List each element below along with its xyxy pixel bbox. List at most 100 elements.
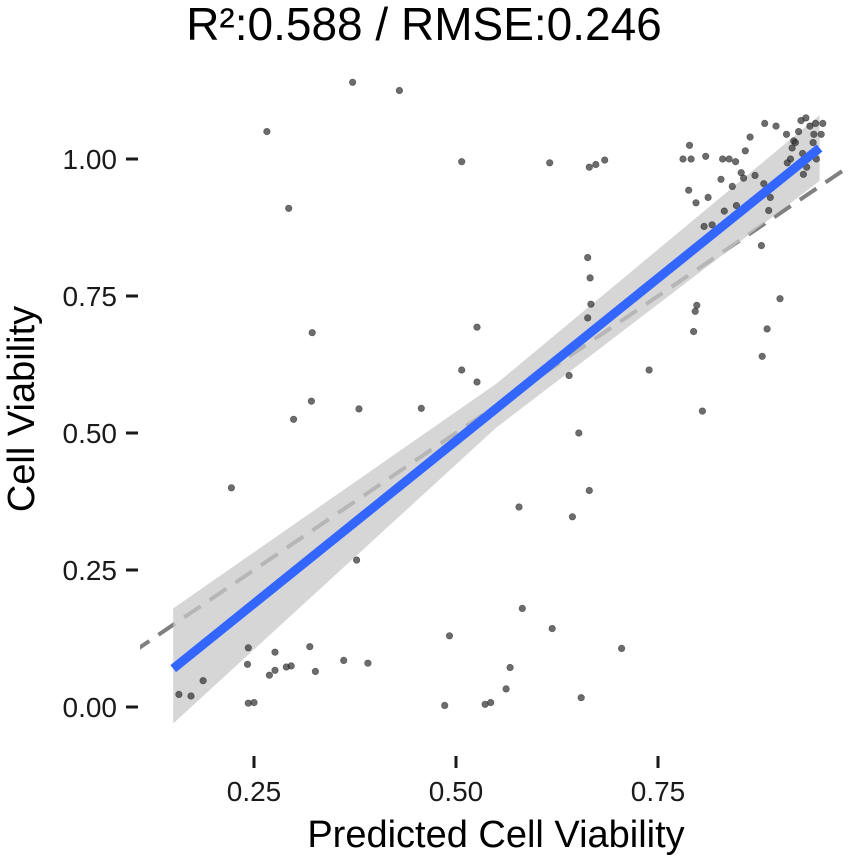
data-point — [720, 207, 728, 215]
data-point — [776, 295, 784, 303]
data-point — [819, 119, 827, 127]
data-point — [802, 114, 810, 122]
data-point — [271, 648, 279, 656]
data-point — [187, 692, 195, 700]
data-point — [810, 130, 818, 138]
data-point — [760, 180, 768, 188]
data-point — [243, 660, 252, 668]
x-axis: 0.25 0.50 0.75 — [227, 756, 685, 807]
data-point — [741, 147, 749, 155]
data-point — [732, 202, 741, 210]
data-point — [692, 199, 700, 207]
data-point — [799, 170, 808, 178]
data-point — [250, 698, 258, 707]
data-point — [794, 128, 803, 136]
data-point — [473, 378, 481, 386]
plot-area — [140, 78, 848, 724]
data-point — [811, 119, 820, 127]
data-point — [585, 163, 593, 171]
data-point — [746, 133, 754, 141]
data-point — [758, 352, 766, 360]
data-point — [585, 486, 593, 495]
data-point — [441, 701, 449, 710]
data-point — [592, 160, 600, 169]
data-point — [244, 644, 252, 652]
data-point — [601, 156, 609, 164]
y-axis: 0.00 0.25 0.50 0.75 1.00 — [63, 144, 138, 723]
data-point — [575, 429, 583, 437]
data-point — [772, 122, 780, 130]
data-point — [364, 659, 372, 667]
data-point — [515, 503, 523, 511]
chart-title: R²:0.588 / RMSE:0.246 — [186, 0, 662, 50]
data-point — [806, 122, 814, 130]
data-point — [546, 159, 554, 167]
data-point — [691, 307, 699, 315]
data-point — [700, 222, 708, 230]
data-point — [708, 221, 716, 229]
y-tick-label: 0.25 — [63, 555, 118, 586]
data-point — [355, 405, 363, 413]
data-point — [227, 484, 235, 492]
data-point — [577, 694, 585, 702]
data-point — [689, 328, 698, 336]
data-point — [587, 300, 595, 308]
x-tick-label: 0.25 — [227, 776, 282, 807]
data-point — [731, 158, 740, 166]
data-point — [809, 139, 817, 147]
confidence-band — [173, 115, 820, 724]
data-point — [766, 193, 774, 201]
data-point — [340, 656, 348, 665]
data-point — [565, 371, 573, 380]
data-point — [502, 685, 510, 693]
data-point — [308, 329, 316, 337]
regression-line — [170, 144, 823, 673]
x-axis-title: Predicted Cell Viability — [307, 814, 684, 856]
data-point — [568, 513, 577, 521]
data-point — [265, 671, 274, 679]
data-point — [763, 325, 771, 333]
data-point — [757, 242, 766, 250]
data-point — [791, 139, 800, 147]
data-point — [704, 193, 712, 201]
data-point — [473, 323, 481, 331]
data-point — [586, 274, 594, 282]
data-point — [718, 155, 727, 163]
data-point — [693, 301, 701, 309]
data-point — [687, 155, 695, 163]
x-tick-label: 0.50 — [429, 776, 484, 807]
data-point — [617, 644, 626, 653]
data-point — [788, 144, 796, 152]
data-point — [287, 662, 295, 670]
data-point — [445, 632, 454, 640]
data-point — [175, 690, 183, 699]
data-point — [817, 130, 825, 138]
data-point — [417, 404, 425, 412]
data-point — [290, 415, 298, 423]
data-point — [506, 663, 514, 672]
data-point — [782, 130, 791, 138]
data-point — [548, 624, 556, 633]
y-tick-label: 1.00 — [63, 144, 118, 175]
data-point — [751, 171, 759, 179]
data-point — [285, 204, 293, 212]
data-point — [518, 604, 526, 613]
data-point — [783, 159, 791, 167]
data-point — [395, 86, 404, 95]
data-point — [685, 141, 694, 149]
data-point — [584, 254, 592, 262]
data-point — [645, 366, 653, 374]
data-point — [353, 556, 361, 564]
data-point — [679, 155, 687, 163]
data-point — [584, 314, 592, 322]
y-tick-label: 0.75 — [63, 281, 118, 312]
data-point — [702, 152, 710, 160]
data-point — [311, 667, 320, 676]
data-point — [307, 397, 316, 405]
data-point — [739, 174, 748, 182]
data-point — [199, 677, 207, 685]
y-tick-label: 0.00 — [63, 692, 118, 723]
data-point — [725, 155, 733, 163]
data-point — [263, 128, 271, 136]
